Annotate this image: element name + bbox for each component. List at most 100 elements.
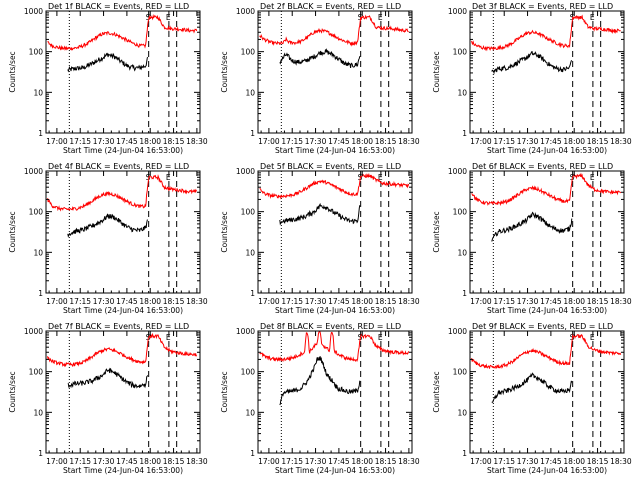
x-tick-label: 18:30 [398,297,420,306]
x-tick-label: 17:15 [281,137,303,146]
series-lld [471,172,622,207]
x-tick-label: 17:15 [69,297,91,306]
x-tick-label: 17:15 [493,137,515,146]
y-axis-label: Counts/sec [8,211,17,252]
series-events [67,367,149,389]
panel-title: Det 4f BLACK = Events, RED = LLD [48,162,189,171]
series-lld [259,331,410,363]
y-tick-label: 1 [38,129,43,138]
x-tick-label: 17:45 [328,137,350,146]
x-tick-label: 18:15 [587,297,609,306]
series-events [279,48,361,68]
x-tick-label: 17:15 [281,297,303,306]
x-axis-label: Start Time (24-Jun-04 16:53:00) [275,306,395,315]
x-axis-label: Start Time (24-Jun-04 16:53:00) [275,146,395,155]
series-events [279,202,361,226]
x-tick-label: 17:30 [93,457,115,466]
x-tick-label: 18:30 [610,297,632,306]
series-lld [259,14,409,47]
x-tick-label: 17:30 [517,297,539,306]
x-tick-label: 17:00 [470,137,492,146]
x-tick-label: 18:15 [587,457,609,466]
marker-label: E [166,333,171,342]
x-tick-label: 18:00 [139,297,161,306]
plot-frame [45,330,201,454]
x-tick-label: 17:00 [46,297,68,306]
y-axis-label: Counts/sec [220,51,229,92]
x-tick-label: 18:30 [186,457,208,466]
y-tick-label: 100 [241,208,256,217]
x-tick-label: 17:15 [69,137,91,146]
y-tick-label: 100 [453,368,468,377]
y-tick-label: 10 [245,408,255,417]
marker-label: S [146,333,151,342]
marker-label: S [570,13,575,22]
y-tick-label: 1 [38,289,43,298]
y-tick-label: 1000 [24,7,43,16]
x-tick-label: 17:30 [305,297,327,306]
x-tick-label: 18:15 [163,297,185,306]
y-axis-label: Counts/sec [8,371,17,412]
x-tick-label: 18:15 [163,137,185,146]
y-tick-label: 1 [250,289,255,298]
y-tick-label: 1000 [24,327,43,336]
marker-label: S [358,13,363,22]
x-tick-label: 17:30 [93,297,115,306]
y-tick-label: 100 [241,368,256,377]
panel-title: Det 6f BLACK = Events, RED = LLD [472,162,613,171]
series-lld [259,172,410,200]
x-tick-label: 17:45 [116,457,138,466]
x-tick-label: 17:00 [46,457,68,466]
y-axis-label: Counts/sec [432,51,441,92]
x-tick-label: 17:30 [305,457,327,466]
plot-frame [469,170,625,294]
x-tick-label: 17:15 [69,457,91,466]
y-axis-label: Counts/sec [432,371,441,412]
y-tick-label: 10 [33,408,43,417]
x-tick-label: 17:00 [46,137,68,146]
x-tick-label: 18:00 [351,137,373,146]
marker-label: E [378,13,383,22]
series-events [279,356,361,406]
y-tick-label: 100 [29,48,44,57]
x-tick-label: 18:30 [610,457,632,466]
plot-frame [257,10,413,134]
series-lld [471,14,621,52]
panel-title: Det 8f BLACK = Events, RED = LLD [260,322,401,331]
x-tick-label: 17:00 [470,457,492,466]
marker-label: S [146,173,151,182]
x-tick-label: 18:00 [139,137,161,146]
y-tick-label: 100 [29,208,44,217]
series-events [67,52,149,73]
y-axis-label: Counts/sec [220,211,229,252]
x-tick-label: 18:00 [563,137,585,146]
x-tick-label: 17:00 [258,297,280,306]
series-events [491,372,573,403]
x-tick-label: 17:00 [258,457,280,466]
y-tick-label: 1000 [448,327,467,336]
x-tick-label: 17:15 [493,457,515,466]
panel-title: Det 5f BLACK = Events, RED = LLD [260,162,401,171]
marker-label: S [146,13,151,22]
x-tick-label: 18:00 [139,457,161,466]
x-axis-label: Start Time (24-Jun-04 16:53:00) [487,146,607,155]
y-tick-label: 1 [462,289,467,298]
y-tick-label: 1 [462,449,467,458]
x-tick-label: 18:30 [398,137,420,146]
x-tick-label: 18:00 [351,297,373,306]
x-tick-label: 18:30 [186,297,208,306]
x-tick-label: 17:45 [540,457,562,466]
x-tick-label: 17:45 [328,457,350,466]
y-tick-label: 1000 [448,167,467,176]
y-tick-label: 10 [457,248,467,257]
y-tick-label: 1000 [24,167,43,176]
y-tick-label: 10 [457,88,467,97]
y-tick-label: 1 [462,129,467,138]
plot-frame [257,170,413,294]
x-tick-label: 18:15 [375,457,397,466]
y-tick-label: 1000 [236,167,255,176]
